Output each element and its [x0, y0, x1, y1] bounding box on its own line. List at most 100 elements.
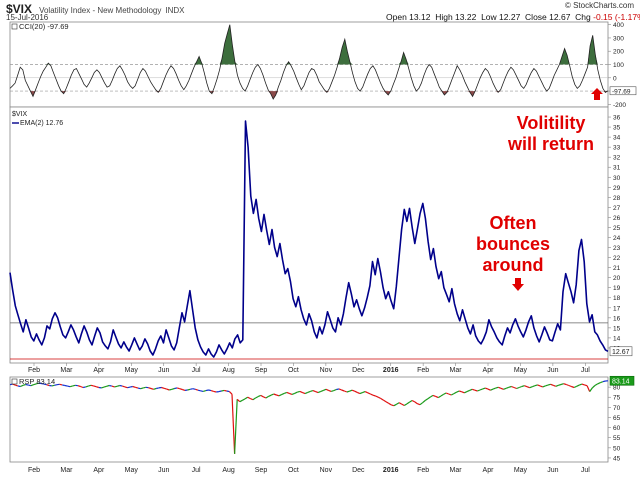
rsp-segment — [419, 402, 423, 406]
rsp-segment — [77, 385, 81, 388]
cci-legend: CCI(20) -97.69 — [19, 22, 69, 31]
rsp-segment — [498, 386, 502, 389]
rsp-segment — [278, 394, 282, 397]
rsp-segment — [552, 384, 557, 387]
chart-date: 15-Jul-2016 — [6, 13, 49, 22]
rsp-segment — [197, 389, 201, 392]
month-label: Mar — [450, 367, 463, 374]
rsp-ytick-label: 70 — [613, 405, 621, 412]
rsp-segment — [25, 383, 29, 386]
rsp-segment — [328, 389, 332, 392]
rsp-segment — [430, 394, 434, 398]
rsp-segment — [377, 396, 382, 400]
rsp-segment — [304, 391, 308, 395]
month-label: May — [514, 367, 528, 374]
rsp-segment — [17, 385, 21, 388]
rsp-segment — [236, 398, 241, 403]
rsp-segment — [124, 386, 128, 389]
rsp-segment — [310, 390, 314, 392]
rsp-segment — [417, 403, 421, 406]
rsp-segment — [64, 384, 68, 387]
rsp-segment — [96, 386, 99, 389]
annotation-volatility-line1: Volitility — [516, 113, 586, 133]
cci-ytick-label: 300 — [613, 35, 624, 42]
rsp-segment — [22, 383, 26, 386]
rsp-segment — [349, 389, 353, 392]
rsp-segment — [268, 394, 272, 397]
rsp-segment — [380, 397, 384, 401]
rsp-segment — [179, 388, 183, 391]
rsp-segment — [281, 392, 285, 396]
rsp-month-label: Jul — [192, 467, 201, 474]
cci-arrow-up-icon — [591, 88, 603, 100]
rsp-segment — [213, 390, 217, 393]
rsp-segment — [294, 391, 298, 394]
annotation-volatility-line2: will return — [508, 134, 595, 154]
rsp-segment — [602, 380, 606, 383]
rsp-segment — [119, 384, 123, 387]
price-ytick-label: 24 — [613, 235, 621, 242]
rsp-segment — [555, 384, 559, 387]
rsp-segment — [88, 384, 92, 387]
price-ytick-label: 28 — [613, 195, 621, 202]
rsp-segment — [581, 383, 585, 386]
rsp-segment — [472, 388, 475, 391]
rsp-segment — [401, 403, 405, 407]
rsp-segment — [351, 389, 355, 392]
rsp-month-label: Jul — [581, 467, 590, 474]
price-panel-frame — [9, 106, 609, 364]
vix-line — [9, 120, 609, 358]
rsp-segment — [594, 383, 598, 387]
rsp-segment — [161, 386, 165, 389]
rsp-segment — [495, 386, 499, 389]
rsp-segment — [346, 390, 350, 393]
rsp-segment — [448, 393, 452, 396]
rsp-segment — [143, 386, 146, 389]
rsp-segment — [354, 390, 358, 393]
rsp-segment — [524, 385, 528, 388]
rsp-segment — [90, 384, 94, 387]
rsp-ytick-label: 80 — [613, 385, 621, 392]
rsp-segment — [516, 386, 520, 390]
price-ytick-label: 23 — [613, 245, 621, 252]
rsp-segment — [218, 390, 222, 393]
cci-ytick-label: 100 — [613, 62, 624, 69]
rsp-segment — [372, 394, 376, 397]
rsp-segment — [182, 388, 186, 391]
cci-ytick-label: 0 — [613, 75, 617, 82]
rsp-segment — [320, 389, 324, 392]
rsp-segment — [565, 383, 570, 387]
open-label: Open — [386, 12, 407, 22]
rsp-segment — [545, 384, 549, 387]
rsp-segment — [391, 404, 395, 407]
month-label: Oct — [288, 367, 299, 374]
rsp-segment — [132, 385, 136, 388]
open-value: 13.12 — [409, 12, 431, 22]
rsp-segment — [62, 384, 65, 387]
rsp-segment — [586, 385, 591, 392]
rsp-segment — [307, 390, 311, 393]
rsp-segment — [518, 385, 523, 389]
rsp-segment — [260, 394, 264, 398]
rsp-segment — [547, 383, 551, 386]
rsp-segment — [312, 390, 316, 393]
rsp-month-label: Jun — [158, 467, 169, 474]
rsp-segment — [203, 390, 207, 392]
rsp-segment — [424, 398, 429, 401]
rsp-segment — [72, 384, 76, 387]
rsp-segment — [30, 384, 34, 387]
rsp-month-label: May — [514, 467, 528, 474]
rsp-month-label: Mar — [60, 467, 73, 474]
rsp-segment — [398, 402, 402, 405]
rsp-segment — [432, 394, 436, 397]
rsp-segment — [576, 384, 580, 387]
rsp-segment — [511, 385, 515, 389]
rsp-segment — [226, 390, 230, 393]
rsp-segment — [383, 399, 387, 403]
rsp-segment — [357, 391, 361, 395]
rsp-segment — [82, 386, 86, 389]
rsp-segment — [244, 396, 248, 400]
month-label: Jul — [581, 367, 590, 374]
rsp-segment — [200, 390, 204, 392]
month-label: Feb — [417, 367, 429, 374]
